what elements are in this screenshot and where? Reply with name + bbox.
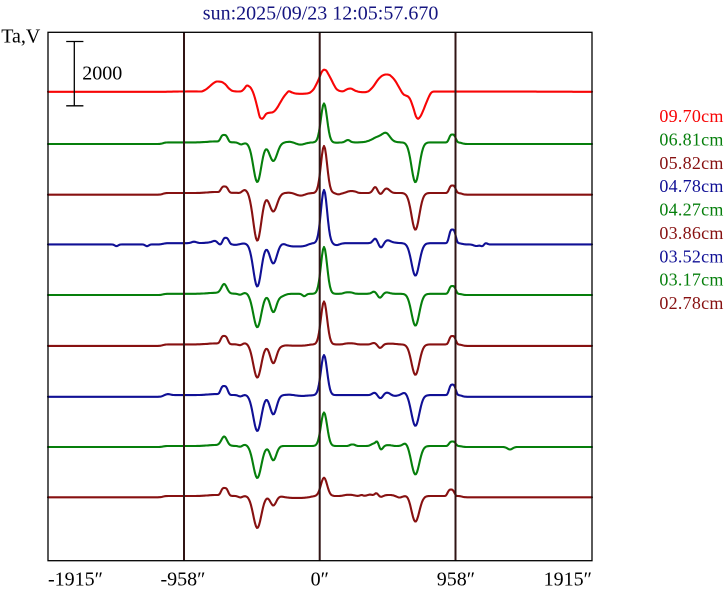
svg-text:03.86cm: 03.86cm bbox=[659, 223, 723, 243]
svg-text:sun:2025/09/23 12:05:57.670: sun:2025/09/23 12:05:57.670 bbox=[203, 3, 439, 25]
svg-text:958″: 958″ bbox=[437, 569, 475, 591]
svg-text:09.70cm: 09.70cm bbox=[659, 106, 723, 126]
svg-text:-958″: -958″ bbox=[161, 569, 206, 591]
svg-text:2000: 2000 bbox=[82, 63, 122, 85]
svg-text:02.78cm: 02.78cm bbox=[659, 293, 723, 313]
svg-text:03.17cm: 03.17cm bbox=[659, 270, 723, 290]
svg-text:1915″: 1915″ bbox=[544, 569, 592, 591]
svg-text:06.81cm: 06.81cm bbox=[659, 130, 723, 150]
svg-text:-1915″: -1915″ bbox=[48, 569, 103, 591]
svg-text:0″: 0″ bbox=[311, 569, 329, 591]
svg-text:03.52cm: 03.52cm bbox=[659, 246, 723, 266]
svg-text:04.78cm: 04.78cm bbox=[659, 176, 723, 196]
svg-text:04.27cm: 04.27cm bbox=[659, 200, 723, 220]
svg-text:Ta,V: Ta,V bbox=[1, 25, 41, 47]
svg-text:05.82cm: 05.82cm bbox=[659, 153, 723, 173]
